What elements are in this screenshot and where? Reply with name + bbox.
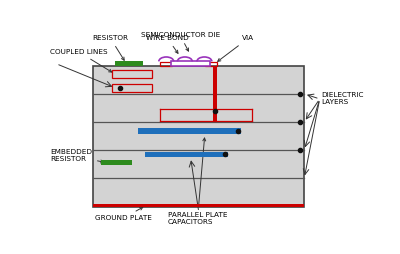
Bar bbox=[112, 70, 152, 78]
Text: SEMICONDUCTOR DIE: SEMICONDUCTOR DIE bbox=[140, 32, 220, 51]
Text: PARALLEL PLATE
CAPACITORS: PARALLEL PLATE CAPACITORS bbox=[168, 138, 227, 225]
Text: RESISTOR: RESISTOR bbox=[92, 35, 128, 60]
Bar bbox=[144, 152, 228, 157]
Text: COUPLED LINES: COUPLED LINES bbox=[50, 49, 112, 72]
Bar bbox=[94, 204, 304, 207]
Bar bbox=[138, 128, 241, 134]
Bar bbox=[101, 160, 132, 165]
Text: DIELECTRIC
LAYERS: DIELECTRIC LAYERS bbox=[321, 92, 364, 105]
Bar bbox=[112, 84, 152, 91]
Text: GROUND PLATE: GROUND PLATE bbox=[95, 207, 152, 221]
Bar bbox=[160, 62, 172, 66]
Text: EMBEDDED
RESISTOR: EMBEDDED RESISTOR bbox=[50, 149, 104, 163]
Bar bbox=[205, 62, 218, 66]
Bar bbox=[115, 61, 143, 66]
Bar bbox=[94, 66, 304, 207]
Bar bbox=[171, 61, 210, 66]
Text: VIA: VIA bbox=[218, 35, 254, 61]
Text: WIRE BOND: WIRE BOND bbox=[146, 35, 189, 53]
Bar bbox=[213, 66, 217, 122]
